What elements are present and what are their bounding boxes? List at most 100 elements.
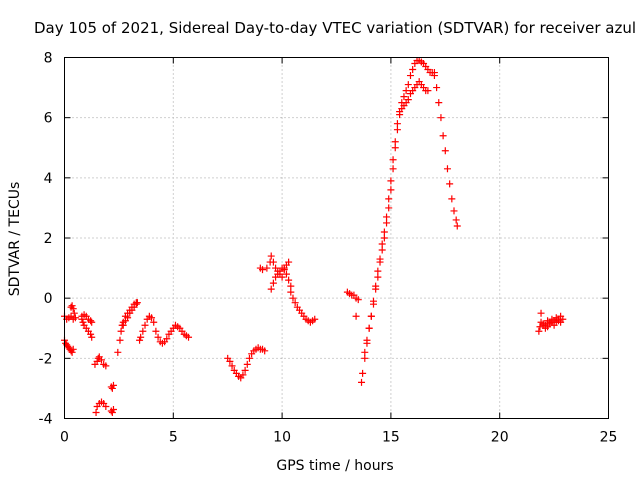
plot-frame (64, 57, 609, 419)
data-point (267, 252, 275, 260)
x-tick-label: 10 (273, 430, 291, 446)
x-tick-label: 5 (169, 430, 178, 446)
series-seg17 (343, 288, 362, 304)
data-point (409, 66, 417, 74)
data-point (139, 327, 147, 335)
data-point (282, 270, 290, 278)
data-point (92, 408, 100, 416)
tick-label-layer: 0 5 10 15 20 25 -4 -2 0 2 4 6 8 (39, 51, 618, 446)
data-point (354, 296, 362, 304)
data-point (311, 315, 319, 323)
series-seg12 (136, 312, 193, 347)
data-point (289, 294, 297, 302)
points-layer (61, 57, 567, 416)
data-point (185, 333, 193, 341)
series-seg8 (107, 381, 117, 392)
data-point (393, 126, 401, 134)
data-point (88, 333, 96, 341)
data-point (435, 99, 443, 107)
data-point (291, 299, 299, 307)
series-seg15 (267, 264, 295, 293)
data-point (396, 111, 404, 119)
data-point (389, 165, 397, 173)
data-point (97, 356, 105, 364)
series-seg13 (224, 344, 269, 382)
series-seg19 (358, 57, 438, 386)
data-point (363, 336, 371, 344)
data-point (154, 333, 162, 341)
data-point (359, 369, 367, 377)
series-seg18 (352, 312, 360, 320)
data-point (79, 318, 87, 326)
x-tick-label: 20 (491, 430, 509, 446)
series-seg3 (61, 336, 77, 356)
data-point (446, 180, 454, 188)
data-point (285, 276, 293, 284)
series-seg20 (361, 78, 432, 356)
data-point (243, 360, 251, 368)
data-point (536, 323, 544, 331)
data-point (69, 305, 77, 313)
data-point (109, 381, 117, 389)
data-point (369, 297, 377, 305)
data-point (439, 132, 447, 140)
data-point (380, 234, 388, 242)
data-point (141, 321, 149, 329)
series-seg21 (430, 72, 461, 230)
data-point (385, 204, 393, 212)
series-seg1 (61, 312, 79, 323)
data-point (557, 318, 565, 326)
y-tick-label: 0 (44, 291, 53, 307)
data-point (378, 240, 386, 248)
data-point (372, 282, 380, 290)
data-point (391, 144, 399, 152)
data-point (404, 81, 412, 89)
data-point (378, 246, 386, 254)
data-point (287, 282, 295, 290)
data-point (374, 273, 382, 281)
data-point (87, 317, 95, 325)
series-seg6 (91, 353, 110, 370)
data-point (102, 362, 110, 370)
data-point (267, 285, 275, 293)
x-axis-label: GPS time / hours (276, 458, 393, 474)
y-tick-label: 8 (44, 51, 53, 67)
data-point (402, 87, 410, 95)
data-point (385, 195, 393, 203)
series-seg9 (107, 405, 117, 416)
chart-title: Day 105 of 2021, Sidereal Day-to-day VTE… (34, 19, 636, 37)
data-point (152, 327, 160, 335)
data-point (137, 333, 145, 341)
data-point (148, 314, 156, 322)
series-seg7 (92, 398, 110, 416)
data-point (133, 299, 141, 307)
data-point (441, 147, 449, 155)
y-tick-label: 6 (44, 111, 53, 127)
data-point (226, 357, 234, 365)
data-point (535, 327, 543, 335)
data-point (88, 318, 96, 326)
data-point (443, 165, 451, 173)
data-point (387, 177, 395, 185)
series-seg14 (256, 252, 293, 281)
data-point (259, 266, 267, 274)
data-point (132, 300, 140, 308)
data-point (383, 219, 391, 227)
data-point (367, 312, 375, 320)
data-point (280, 266, 288, 274)
data-point (102, 402, 110, 410)
x-tick-label: 25 (600, 430, 618, 446)
data-point (453, 222, 461, 230)
data-point (387, 186, 395, 194)
data-point (452, 216, 460, 224)
data-point (241, 366, 249, 374)
data-point (430, 72, 438, 80)
data-point (365, 324, 373, 332)
data-point (352, 312, 360, 320)
data-point (376, 255, 384, 263)
data-point (69, 345, 77, 353)
data-point (68, 302, 76, 310)
y-tick-label: -4 (39, 412, 53, 428)
data-point (278, 273, 286, 281)
data-point (391, 138, 399, 146)
